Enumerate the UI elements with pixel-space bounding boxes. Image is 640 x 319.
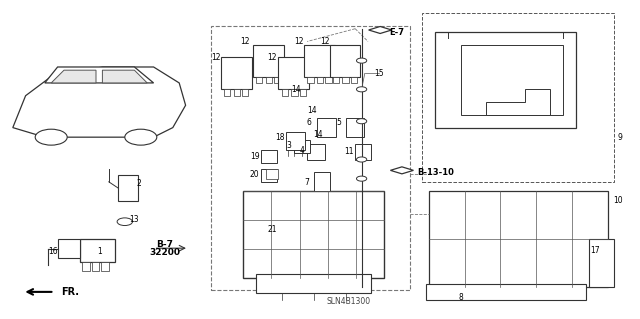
- Bar: [101, 262, 109, 271]
- Text: 4: 4: [300, 146, 305, 155]
- Circle shape: [117, 218, 132, 226]
- Text: 15: 15: [374, 69, 384, 78]
- Text: 11: 11: [344, 147, 353, 156]
- Bar: [243, 191, 384, 278]
- Text: 21: 21: [268, 225, 276, 234]
- Bar: [266, 77, 272, 83]
- Bar: [256, 77, 262, 83]
- Polygon shape: [102, 70, 147, 83]
- Text: 10: 10: [612, 197, 623, 205]
- Text: 1: 1: [97, 247, 102, 256]
- Text: 20: 20: [250, 170, 260, 179]
- Text: 12: 12: [268, 53, 276, 62]
- Bar: [278, 57, 309, 89]
- Bar: [224, 89, 230, 96]
- Bar: [221, 57, 252, 89]
- Text: 12: 12: [212, 53, 221, 62]
- Text: 12: 12: [321, 37, 330, 46]
- Bar: [282, 89, 288, 96]
- Bar: [317, 77, 323, 83]
- Bar: [80, 239, 115, 262]
- Polygon shape: [390, 167, 413, 174]
- Polygon shape: [51, 70, 96, 83]
- Text: FR.: FR.: [61, 287, 79, 297]
- Bar: [325, 77, 332, 83]
- Text: 12: 12: [241, 37, 250, 46]
- Bar: [422, 13, 614, 182]
- Polygon shape: [486, 89, 550, 115]
- Text: 19: 19: [250, 152, 260, 161]
- Text: 3: 3: [287, 141, 292, 150]
- Text: 7: 7: [305, 178, 310, 187]
- Bar: [291, 89, 298, 96]
- Text: 2: 2: [136, 179, 141, 188]
- Circle shape: [356, 87, 367, 92]
- Bar: [589, 239, 614, 287]
- Text: 14: 14: [291, 85, 301, 94]
- Circle shape: [35, 129, 67, 145]
- Bar: [294, 140, 310, 153]
- Text: 13: 13: [129, 215, 139, 224]
- Text: 9: 9: [617, 133, 622, 142]
- Text: 17: 17: [590, 246, 600, 255]
- Bar: [261, 150, 277, 163]
- Bar: [355, 144, 371, 160]
- Text: 16: 16: [48, 247, 58, 256]
- Bar: [58, 239, 80, 258]
- Polygon shape: [369, 26, 392, 33]
- Circle shape: [356, 58, 367, 63]
- Text: 14: 14: [307, 106, 317, 115]
- Bar: [253, 45, 284, 77]
- Text: 8: 8: [458, 293, 463, 302]
- Bar: [300, 89, 306, 96]
- Bar: [342, 77, 349, 83]
- Bar: [92, 262, 99, 271]
- Text: B-7: B-7: [157, 240, 173, 249]
- Circle shape: [356, 157, 367, 162]
- Circle shape: [125, 129, 157, 145]
- Bar: [429, 191, 608, 287]
- Text: 14: 14: [313, 130, 323, 139]
- Bar: [234, 89, 240, 96]
- Bar: [307, 144, 325, 160]
- Text: 6: 6: [307, 118, 312, 127]
- Bar: [274, 77, 280, 83]
- Bar: [317, 118, 336, 137]
- Bar: [333, 77, 339, 83]
- Polygon shape: [13, 67, 186, 137]
- Bar: [211, 26, 410, 290]
- Bar: [256, 274, 371, 293]
- Bar: [435, 32, 576, 128]
- Bar: [346, 118, 364, 137]
- Text: 5: 5: [337, 118, 342, 127]
- Bar: [426, 284, 586, 300]
- Bar: [330, 45, 360, 77]
- Polygon shape: [45, 67, 154, 83]
- Bar: [286, 132, 305, 150]
- Bar: [461, 45, 563, 115]
- Circle shape: [356, 176, 367, 181]
- Circle shape: [356, 119, 367, 124]
- Text: 12: 12: [294, 37, 303, 46]
- Bar: [82, 262, 90, 271]
- Bar: [118, 175, 138, 201]
- Bar: [242, 89, 248, 96]
- Text: B-13-10: B-13-10: [417, 168, 454, 177]
- Text: 18: 18: [276, 133, 285, 142]
- Bar: [261, 169, 277, 182]
- Bar: [351, 77, 357, 83]
- Bar: [266, 169, 278, 179]
- Bar: [304, 45, 335, 77]
- Text: SLN4B1300: SLN4B1300: [327, 297, 371, 306]
- Text: 32200: 32200: [150, 248, 180, 256]
- Text: E-7: E-7: [389, 28, 404, 37]
- Bar: [307, 77, 314, 83]
- Bar: [314, 172, 330, 191]
